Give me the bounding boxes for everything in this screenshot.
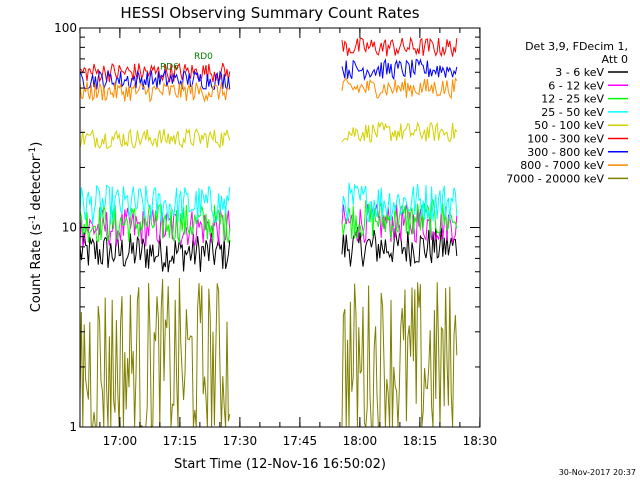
series-6 bbox=[79, 58, 458, 91]
x-tick-label: 17:15 bbox=[163, 434, 198, 448]
legend-label: 300 - 800 keV bbox=[527, 146, 604, 159]
series-7 bbox=[79, 77, 458, 104]
y-axis-label-sup2: -1 bbox=[28, 147, 38, 156]
x-tick-labels: 17:00 17:15 17:30 17:45 18:00 18:15 18:30 bbox=[103, 434, 498, 448]
y-tick-label: 100 bbox=[54, 21, 77, 35]
chart-title: HESSI Observing Summary Count Rates bbox=[120, 4, 419, 22]
legend-label: 6 - 12 keV bbox=[548, 79, 604, 92]
y-axis-label-main: Count Rate (s bbox=[29, 224, 44, 313]
x-tick-label: 18:30 bbox=[463, 434, 498, 448]
x-tick-label: 18:15 bbox=[403, 434, 438, 448]
x-tick-label: 17:30 bbox=[223, 434, 258, 448]
series-0 bbox=[79, 226, 458, 273]
x-axis-label: Start Time (12-Nov-16 16:50:02) bbox=[174, 457, 386, 472]
plot-frame bbox=[79, 27, 481, 428]
annotations: RD0 RD6 bbox=[160, 52, 213, 73]
x-tick-label: 17:00 bbox=[103, 434, 138, 448]
y-axis-label-sup: -1 bbox=[28, 215, 38, 224]
legend-label: 3 - 6 keV bbox=[555, 66, 604, 79]
legend-label: 100 - 300 keV bbox=[527, 133, 604, 146]
y-tick-label: 1 bbox=[69, 420, 77, 434]
series-layer bbox=[79, 36, 458, 429]
y-axis-label-tail: detector bbox=[29, 155, 44, 215]
annotation-label: RD0 bbox=[194, 52, 213, 62]
y-tick-label: 10 bbox=[62, 221, 77, 235]
annotation-label: RD6 bbox=[160, 62, 179, 72]
y-tick-labels: 1 10 100 bbox=[54, 21, 77, 434]
legend-header: Att 0 bbox=[602, 53, 628, 66]
x-tick-label: 17:45 bbox=[283, 434, 318, 448]
legend-label: 25 - 50 keV bbox=[541, 106, 604, 119]
legend-label: 800 - 7000 keV bbox=[520, 159, 604, 172]
series-8 bbox=[79, 277, 458, 429]
series-4 bbox=[79, 121, 458, 150]
y-axis-label: Count Rate (s-1 detector-1) bbox=[28, 142, 44, 313]
legend-header: Det 3,9, FDecim 1, bbox=[525, 40, 628, 53]
series-3 bbox=[79, 182, 458, 225]
x-tick-label: 18:00 bbox=[343, 434, 378, 448]
timestamp: 30-Nov-2017 20:37 bbox=[559, 468, 636, 477]
legend-label: 12 - 25 keV bbox=[541, 93, 604, 106]
y-axis-label-end: ) bbox=[29, 142, 44, 147]
legend-label: 50 - 100 keV bbox=[534, 119, 604, 132]
series-5 bbox=[79, 36, 458, 84]
series-2 bbox=[79, 199, 458, 244]
legend-label: 7000 - 20000 keV bbox=[506, 172, 604, 185]
